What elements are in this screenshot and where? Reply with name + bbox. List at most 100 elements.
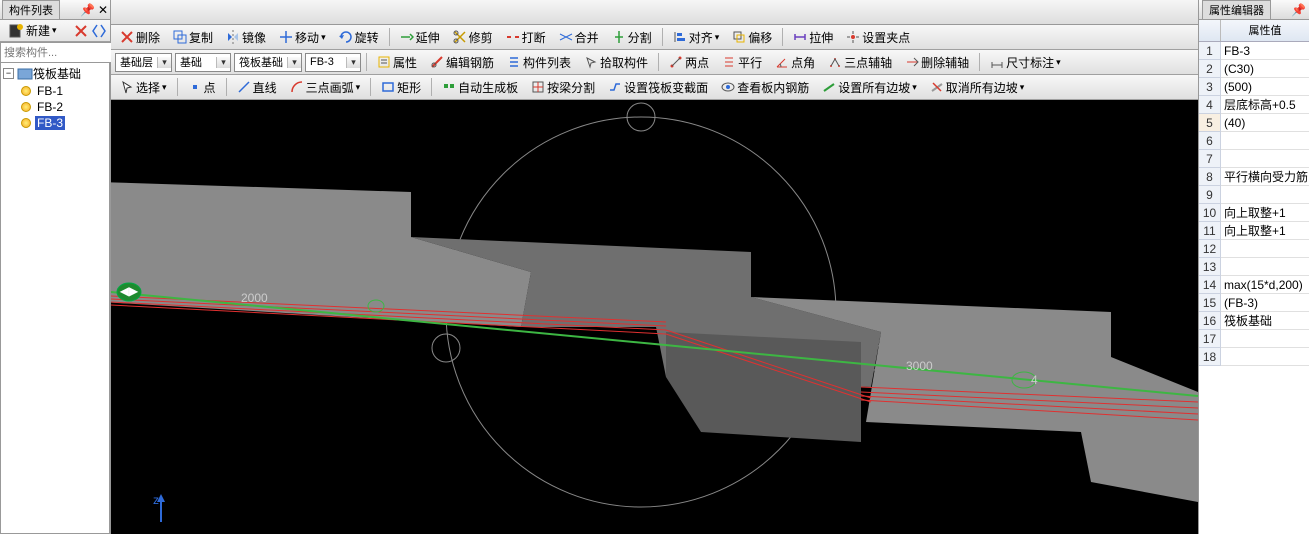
nav-icon[interactable] xyxy=(91,23,107,39)
property-row-num: 4 xyxy=(1199,96,1221,114)
move-button[interactable]: 移动▾ xyxy=(274,27,331,48)
trim-button[interactable]: 修剪 xyxy=(448,27,498,48)
copy-button[interactable]: 复制 xyxy=(168,27,218,48)
tree-leaf[interactable]: FB-2 xyxy=(21,99,107,115)
property-row[interactable]: 9 xyxy=(1199,186,1309,204)
close-icon[interactable]: ✕ xyxy=(98,3,108,17)
dim-button[interactable]: 尺寸标注▾ xyxy=(985,52,1066,73)
threeaxis-button[interactable]: 三点辅轴 xyxy=(823,52,897,73)
property-row[interactable]: 11向上取整+1 xyxy=(1199,222,1309,240)
delete-button[interactable]: 删除 xyxy=(115,27,165,48)
pin-icon[interactable]: 📌 xyxy=(80,3,95,17)
property-row-value[interactable]: (500) xyxy=(1221,78,1309,96)
property-row[interactable]: 7 xyxy=(1199,150,1309,168)
property-row-value[interactable]: 层底标高+0.5 xyxy=(1221,96,1309,114)
move-icon xyxy=(279,30,293,44)
property-row-value[interactable]: 筏板基础 xyxy=(1221,312,1309,330)
property-row[interactable]: 2(C30) xyxy=(1199,60,1309,78)
property-row[interactable]: 6 xyxy=(1199,132,1309,150)
rotate-icon xyxy=(339,30,353,44)
split-button[interactable]: 分割 xyxy=(607,27,657,48)
property-row-value[interactable] xyxy=(1221,132,1309,150)
property-row-value[interactable]: (FB-3) xyxy=(1221,294,1309,312)
tree-leaf[interactable]: FB-3 xyxy=(21,115,107,131)
mirror-button[interactable]: 镜像 xyxy=(221,27,271,48)
property-row-value[interactable] xyxy=(1221,258,1309,276)
property-row-value[interactable]: 向上取整+1 xyxy=(1221,222,1309,240)
grip-icon xyxy=(846,30,860,44)
offset-button[interactable]: 偏移 xyxy=(727,27,777,48)
property-row-value[interactable]: (40) xyxy=(1221,114,1309,132)
property-row-value[interactable] xyxy=(1221,348,1309,366)
property-row-value[interactable] xyxy=(1221,330,1309,348)
pin-icon[interactable]: 📌 xyxy=(1291,3,1306,17)
break-button[interactable]: 打断 xyxy=(501,27,551,48)
property-row[interactable]: 8平行横向受力筋 xyxy=(1199,168,1309,186)
new-button[interactable]: 新建 ▾ xyxy=(3,20,64,41)
setallslope-button[interactable]: 设置所有边坡▾ xyxy=(817,77,922,98)
delaxis-button[interactable]: 删除辅轴 xyxy=(900,52,974,73)
delete-icon[interactable] xyxy=(73,23,89,39)
combo-type[interactable]: 基础▾ xyxy=(175,53,231,72)
tree-collapse-icon[interactable]: − xyxy=(3,68,14,79)
property-row-value[interactable] xyxy=(1221,150,1309,168)
changesection-button[interactable]: 设置筏板变截面 xyxy=(603,77,713,98)
property-row[interactable]: 18 xyxy=(1199,348,1309,366)
editbar-button[interactable]: 编辑钢筋 xyxy=(425,52,499,73)
rect-button[interactable]: 矩形 xyxy=(376,77,426,98)
twopt-button[interactable]: 两点 xyxy=(664,52,714,73)
property-row-value[interactable]: max(15*d,200) xyxy=(1221,276,1309,294)
autoslab-button[interactable]: 自动生成板 xyxy=(437,77,523,98)
align-icon xyxy=(673,30,687,44)
toolbar-draw: 选择▾ 点 直线 三点画弧▾ 矩形 自动生成板 按梁分割 设置筏板变截面 查看板… xyxy=(111,75,1198,100)
property-row[interactable]: 14max(15*d,200) xyxy=(1199,276,1309,294)
property-row[interactable]: 17 xyxy=(1199,330,1309,348)
property-row-value[interactable] xyxy=(1221,240,1309,258)
property-row[interactable]: 15(FB-3) xyxy=(1199,294,1309,312)
rebar-icon xyxy=(430,55,444,69)
beamsplit-button[interactable]: 按梁分割 xyxy=(526,77,600,98)
tree-leaf-label: FB-1 xyxy=(35,84,65,98)
merge-button[interactable]: 合并 xyxy=(554,27,604,48)
combo-code[interactable]: FB-3▾ xyxy=(305,53,361,72)
prop-button[interactable]: 属性 xyxy=(372,52,422,73)
property-row[interactable]: 16筏板基础 xyxy=(1199,312,1309,330)
line-button[interactable]: 直线 xyxy=(232,77,282,98)
ptangle-button[interactable]: 点角 xyxy=(770,52,820,73)
parallel-icon xyxy=(722,55,736,69)
align-button[interactable]: 对齐▾ xyxy=(668,27,725,48)
property-row-value[interactable] xyxy=(1221,186,1309,204)
combo-layer[interactable]: 基础层▾ xyxy=(115,53,172,72)
complist-button[interactable]: 构件列表 xyxy=(502,52,576,73)
merge-icon xyxy=(559,30,573,44)
property-row-value[interactable]: 平行横向受力筋 xyxy=(1221,168,1309,186)
property-row-value[interactable]: 向上取整+1 xyxy=(1221,204,1309,222)
property-row[interactable]: 5(40) xyxy=(1199,114,1309,132)
dim-icon xyxy=(990,55,1004,69)
beamsplit-icon xyxy=(531,80,545,94)
orbit-handle-left[interactable] xyxy=(432,334,460,362)
pickcomp-button[interactable]: 拾取构件 xyxy=(579,52,653,73)
property-row-value[interactable]: FB-3 xyxy=(1221,42,1309,60)
cancelallslope-button[interactable]: 取消所有边坡▾ xyxy=(925,77,1030,98)
parallel-button[interactable]: 平行 xyxy=(717,52,767,73)
tree-leaf[interactable]: FB-1 xyxy=(21,83,107,99)
property-row[interactable]: 13 xyxy=(1199,258,1309,276)
property-row[interactable]: 3(500) xyxy=(1199,78,1309,96)
combo-sub[interactable]: 筏板基础▾ xyxy=(234,53,302,72)
setgrip-button[interactable]: 设置夹点 xyxy=(841,27,915,48)
property-row-value[interactable]: (C30) xyxy=(1221,60,1309,78)
rotate-button[interactable]: 旋转 xyxy=(334,27,384,48)
tree-root-node[interactable]: − 筏板基础 xyxy=(3,65,107,83)
extend-button[interactable]: 延伸 xyxy=(395,27,445,48)
point-button[interactable]: 点 xyxy=(183,77,221,98)
arc3pt-button[interactable]: 三点画弧▾ xyxy=(285,77,366,98)
viewrebar-button[interactable]: 查看板内钢筋 xyxy=(716,77,814,98)
select-button[interactable]: 选择▾ xyxy=(115,77,172,98)
property-row[interactable]: 12 xyxy=(1199,240,1309,258)
stretch-button[interactable]: 拉伸 xyxy=(788,27,838,48)
property-row[interactable]: 4层底标高+0.5 xyxy=(1199,96,1309,114)
viewport-3d[interactable]: ◀▶ 4 2000 3000 z xyxy=(111,100,1198,534)
property-row[interactable]: 10向上取整+1 xyxy=(1199,204,1309,222)
property-row[interactable]: 1FB-3 xyxy=(1199,42,1309,60)
